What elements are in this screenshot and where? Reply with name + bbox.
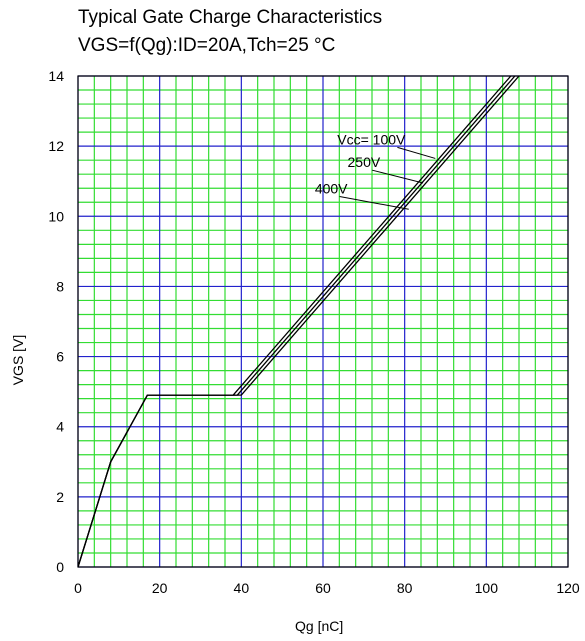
annotation-label-2: 250V [348,154,381,170]
chart-subtitle: VGS=f(Qg):ID=20A,Tch=25 °C [78,35,336,56]
annotation-leader-3 [339,195,409,210]
series-line-3 [78,76,520,567]
plot-frame [77,75,569,568]
y-tick-label: 12 [48,138,64,154]
x-tick-label: 60 [315,580,331,596]
chart-title: Typical Gate Charge Characteristics [78,7,383,28]
x-tick-label: 120 [556,580,580,596]
y-tick-label: 14 [48,68,64,84]
x-tick-label: 80 [397,580,413,596]
x-tick-label: 40 [234,580,250,596]
y-tick-label: 8 [56,278,64,294]
annotation-leader-2 [372,169,424,184]
annotation-leader-1 [397,146,436,159]
y-tick-label: 10 [48,208,64,224]
annotation-label-1: Vcc= 100V [337,131,406,147]
y-tick-label: 4 [56,419,64,435]
x-tick-label: 0 [74,580,82,596]
y-tick-label: 2 [56,489,64,505]
annotation-label-3: 400V [315,180,348,196]
y-axis-label: VGS [V] [10,334,26,386]
x-axis-label: Qg [nC] [295,618,344,634]
y-tick-label: 6 [56,349,64,365]
x-tick-label: 100 [475,580,499,596]
x-tick-label: 20 [152,580,168,596]
y-tick-label: 0 [56,559,64,575]
